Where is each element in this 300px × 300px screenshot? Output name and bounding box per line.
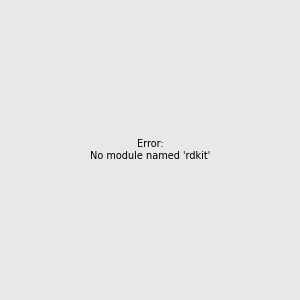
Text: Error:
No module named 'rdkit': Error: No module named 'rdkit'	[90, 139, 210, 161]
